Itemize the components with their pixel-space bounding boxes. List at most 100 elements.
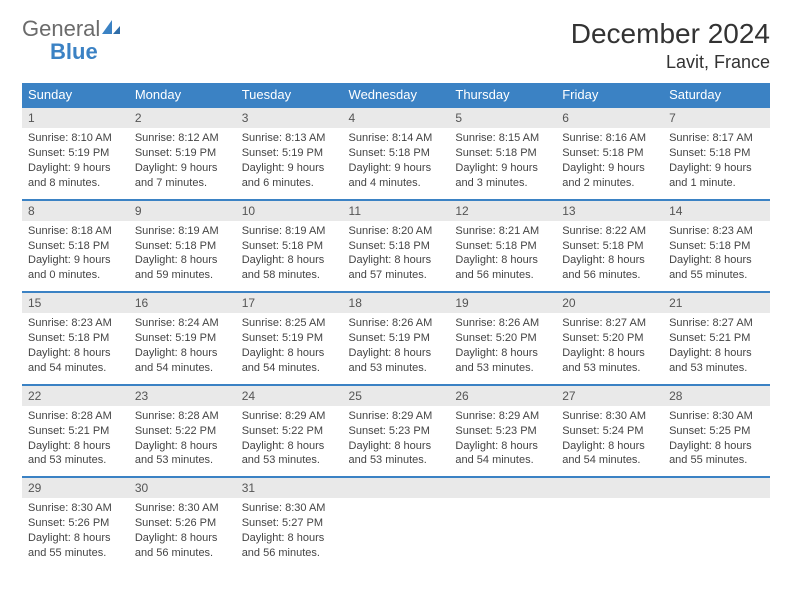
calendar-day-cell: 15Sunrise: 8:23 AMSunset: 5:18 PMDayligh…	[22, 291, 129, 384]
sunset-text: Sunset: 5:18 PM	[349, 239, 444, 254]
daylight-text: Daylight: 8 hours and 53 minutes.	[135, 439, 230, 469]
sunset-text: Sunset: 5:23 PM	[349, 424, 444, 439]
day-number: 26	[449, 384, 556, 406]
day-body: Sunrise: 8:27 AMSunset: 5:21 PMDaylight:…	[663, 313, 770, 383]
sunset-text: Sunset: 5:23 PM	[455, 424, 550, 439]
location-label: Lavit, France	[571, 52, 770, 73]
daylight-text: Daylight: 8 hours and 54 minutes.	[28, 346, 123, 376]
day-number: 8	[22, 199, 129, 221]
sunset-text: Sunset: 5:26 PM	[28, 516, 123, 531]
day-body: Sunrise: 8:30 AMSunset: 5:26 PMDaylight:…	[22, 498, 129, 568]
day-body: Sunrise: 8:28 AMSunset: 5:21 PMDaylight:…	[22, 406, 129, 476]
calendar-table: SundayMondayTuesdayWednesdayThursdayFrid…	[22, 83, 770, 569]
sunrise-text: Sunrise: 8:13 AM	[242, 131, 337, 146]
sunrise-text: Sunrise: 8:15 AM	[455, 131, 550, 146]
day-number: 3	[236, 106, 343, 128]
daylight-text: Daylight: 8 hours and 54 minutes.	[455, 439, 550, 469]
daylight-text: Daylight: 8 hours and 53 minutes.	[455, 346, 550, 376]
daylight-text: Daylight: 9 hours and 3 minutes.	[455, 161, 550, 191]
calendar-day-cell: 8Sunrise: 8:18 AMSunset: 5:18 PMDaylight…	[22, 199, 129, 292]
day-body: Sunrise: 8:26 AMSunset: 5:20 PMDaylight:…	[449, 313, 556, 383]
daylight-text: Daylight: 9 hours and 2 minutes.	[562, 161, 657, 191]
sunset-text: Sunset: 5:26 PM	[135, 516, 230, 531]
day-number: 4	[343, 106, 450, 128]
calendar-day-cell	[663, 476, 770, 569]
weekday-header: Sunday	[22, 83, 129, 106]
day-body: Sunrise: 8:29 AMSunset: 5:23 PMDaylight:…	[343, 406, 450, 476]
calendar-day-cell: 30Sunrise: 8:30 AMSunset: 5:26 PMDayligh…	[129, 476, 236, 569]
sunset-text: Sunset: 5:21 PM	[28, 424, 123, 439]
daylight-text: Daylight: 8 hours and 54 minutes.	[242, 346, 337, 376]
day-number: 9	[129, 199, 236, 221]
day-number: 21	[663, 291, 770, 313]
day-number: 23	[129, 384, 236, 406]
sunrise-text: Sunrise: 8:25 AM	[242, 316, 337, 331]
sunset-text: Sunset: 5:18 PM	[349, 146, 444, 161]
calendar-day-cell: 6Sunrise: 8:16 AMSunset: 5:18 PMDaylight…	[556, 106, 663, 199]
day-number: 13	[556, 199, 663, 221]
day-body: Sunrise: 8:24 AMSunset: 5:19 PMDaylight:…	[129, 313, 236, 383]
sunrise-text: Sunrise: 8:14 AM	[349, 131, 444, 146]
weekday-header: Tuesday	[236, 83, 343, 106]
calendar-day-cell: 25Sunrise: 8:29 AMSunset: 5:23 PMDayligh…	[343, 384, 450, 477]
weekday-header: Friday	[556, 83, 663, 106]
calendar-day-cell: 1Sunrise: 8:10 AMSunset: 5:19 PMDaylight…	[22, 106, 129, 199]
calendar-day-cell: 12Sunrise: 8:21 AMSunset: 5:18 PMDayligh…	[449, 199, 556, 292]
sunrise-text: Sunrise: 8:18 AM	[28, 224, 123, 239]
day-number: 16	[129, 291, 236, 313]
sunrise-text: Sunrise: 8:30 AM	[28, 501, 123, 516]
sunset-text: Sunset: 5:19 PM	[242, 146, 337, 161]
day-number: 24	[236, 384, 343, 406]
day-body: Sunrise: 8:14 AMSunset: 5:18 PMDaylight:…	[343, 128, 450, 198]
sunset-text: Sunset: 5:18 PM	[135, 239, 230, 254]
calendar-day-cell: 9Sunrise: 8:19 AMSunset: 5:18 PMDaylight…	[129, 199, 236, 292]
logo-text-blue: Blue	[50, 39, 98, 64]
daylight-text: Daylight: 9 hours and 7 minutes.	[135, 161, 230, 191]
weekday-header: Thursday	[449, 83, 556, 106]
day-number: 12	[449, 199, 556, 221]
calendar-week-row: 22Sunrise: 8:28 AMSunset: 5:21 PMDayligh…	[22, 384, 770, 477]
calendar-day-cell	[343, 476, 450, 569]
sunset-text: Sunset: 5:21 PM	[669, 331, 764, 346]
calendar-day-cell: 10Sunrise: 8:19 AMSunset: 5:18 PMDayligh…	[236, 199, 343, 292]
sunrise-text: Sunrise: 8:26 AM	[349, 316, 444, 331]
sunset-text: Sunset: 5:18 PM	[455, 239, 550, 254]
day-body: Sunrise: 8:22 AMSunset: 5:18 PMDaylight:…	[556, 221, 663, 291]
logo-text-block: General Blue	[22, 18, 122, 64]
daylight-text: Daylight: 8 hours and 55 minutes.	[669, 253, 764, 283]
calendar-day-cell: 21Sunrise: 8:27 AMSunset: 5:21 PMDayligh…	[663, 291, 770, 384]
day-body: Sunrise: 8:18 AMSunset: 5:18 PMDaylight:…	[22, 221, 129, 291]
sunrise-text: Sunrise: 8:29 AM	[242, 409, 337, 424]
sunset-text: Sunset: 5:18 PM	[669, 146, 764, 161]
daylight-text: Daylight: 8 hours and 53 minutes.	[669, 346, 764, 376]
calendar-day-cell: 28Sunrise: 8:30 AMSunset: 5:25 PMDayligh…	[663, 384, 770, 477]
sunrise-text: Sunrise: 8:28 AM	[135, 409, 230, 424]
sunrise-text: Sunrise: 8:28 AM	[28, 409, 123, 424]
sunrise-text: Sunrise: 8:12 AM	[135, 131, 230, 146]
calendar-day-cell: 22Sunrise: 8:28 AMSunset: 5:21 PMDayligh…	[22, 384, 129, 477]
day-body: Sunrise: 8:19 AMSunset: 5:18 PMDaylight:…	[129, 221, 236, 291]
calendar-day-cell: 17Sunrise: 8:25 AMSunset: 5:19 PMDayligh…	[236, 291, 343, 384]
sunset-text: Sunset: 5:18 PM	[562, 146, 657, 161]
day-body: Sunrise: 8:13 AMSunset: 5:19 PMDaylight:…	[236, 128, 343, 198]
day-number: 5	[449, 106, 556, 128]
sunset-text: Sunset: 5:19 PM	[242, 331, 337, 346]
daylight-text: Daylight: 8 hours and 56 minutes.	[562, 253, 657, 283]
sunset-text: Sunset: 5:24 PM	[562, 424, 657, 439]
calendar-day-cell: 16Sunrise: 8:24 AMSunset: 5:19 PMDayligh…	[129, 291, 236, 384]
day-number: 30	[129, 476, 236, 498]
daylight-text: Daylight: 8 hours and 53 minutes.	[349, 346, 444, 376]
daylight-text: Daylight: 8 hours and 55 minutes.	[28, 531, 123, 561]
day-number: 20	[556, 291, 663, 313]
day-number: 18	[343, 291, 450, 313]
sunset-text: Sunset: 5:27 PM	[242, 516, 337, 531]
daylight-text: Daylight: 8 hours and 53 minutes.	[28, 439, 123, 469]
sunset-text: Sunset: 5:18 PM	[669, 239, 764, 254]
weekday-header: Saturday	[663, 83, 770, 106]
calendar-header-row: SundayMondayTuesdayWednesdayThursdayFrid…	[22, 83, 770, 106]
sunset-text: Sunset: 5:20 PM	[455, 331, 550, 346]
logo-text-general: General	[22, 16, 100, 41]
daylight-text: Daylight: 8 hours and 53 minutes.	[562, 346, 657, 376]
sunrise-text: Sunrise: 8:10 AM	[28, 131, 123, 146]
calendar-day-cell: 18Sunrise: 8:26 AMSunset: 5:19 PMDayligh…	[343, 291, 450, 384]
